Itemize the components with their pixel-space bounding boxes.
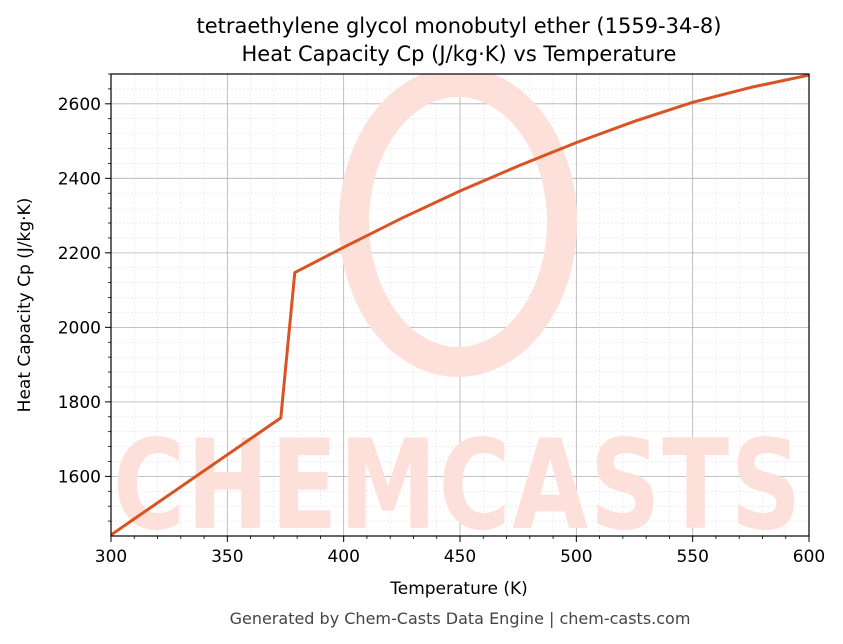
watermark-text: CHEMCASTS <box>113 414 803 558</box>
x-tick-label: 550 <box>676 547 708 567</box>
footer-credit: Generated by Chem-Casts Data Engine | ch… <box>230 609 691 628</box>
chart-title-line2: Heat Capacity Cp (J/kg·K) vs Temperature <box>242 42 677 66</box>
y-axis-label: Heat Capacity Cp (J/kg·K) <box>15 198 35 413</box>
y-tick-label: 2600 <box>58 95 101 115</box>
x-tick-label: 500 <box>560 547 592 567</box>
x-tick-label: 300 <box>95 547 127 567</box>
x-axis: 300 350 400 450 500 550 600 <box>95 536 825 567</box>
x-axis-label: Temperature (K) <box>389 579 528 599</box>
x-tick-label: 350 <box>211 547 243 567</box>
y-tick-label: 2000 <box>58 318 101 338</box>
x-tick-label: 600 <box>793 547 825 567</box>
chart-title-line1: tetraethylene glycol monobutyl ether (15… <box>197 14 722 38</box>
series-line-0 <box>111 74 809 536</box>
x-tick-label: 450 <box>444 547 476 567</box>
x-tick-label: 400 <box>327 547 359 567</box>
y-tick-label: 1800 <box>58 393 101 413</box>
y-tick-label: 2200 <box>58 244 101 264</box>
watermark-circle <box>339 74 577 377</box>
y-tick-label: 1600 <box>58 467 101 487</box>
y-axis: 1600 1800 2000 2200 2400 2600 <box>58 73 111 522</box>
watermark-logo: CHEMCASTS <box>113 74 803 558</box>
y-tick-label: 2400 <box>58 169 101 189</box>
series-layer <box>111 74 809 536</box>
